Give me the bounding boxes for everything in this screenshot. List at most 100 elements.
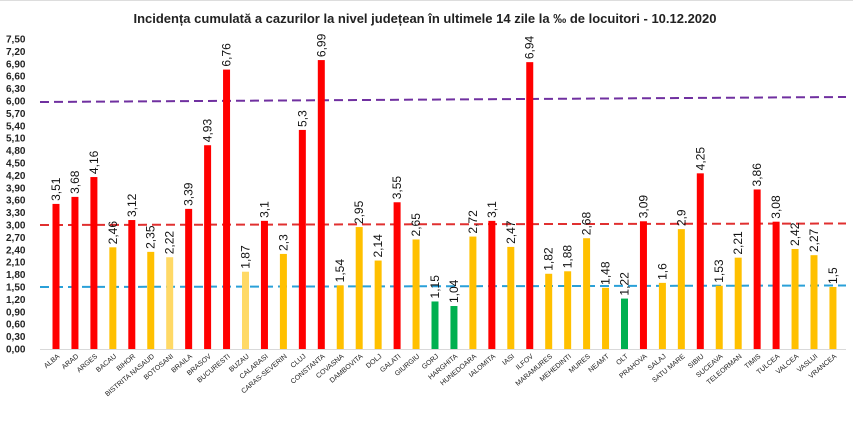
bar-mures: [583, 238, 591, 349]
chart-title: Incidența cumulată a cazurilor la nivel …: [133, 11, 716, 26]
bar-bihor: [128, 220, 136, 349]
value-label: 1,82: [542, 247, 556, 271]
y-axis: 0,00 0,300,60 0,901,201,50 1,802,10 2,402,70…: [6, 35, 846, 356]
y-tick-label: 0,00: [6, 345, 26, 356]
x-tick-label: TELEORMAN: [706, 353, 744, 386]
value-label: 3,68: [68, 170, 82, 194]
bar-cluj: [298, 129, 306, 349]
value-label: 1,53: [712, 259, 726, 283]
y-tick-label: 1,50: [6, 283, 26, 294]
value-label: 2,65: [409, 213, 423, 237]
y-tick-label: 5,10: [6, 134, 26, 145]
y-tick-label: 0,30: [6, 332, 26, 343]
y-tick-label: 0,90: [6, 307, 26, 318]
value-label: 1,6: [655, 263, 669, 280]
y-tick-label: 2,10: [6, 258, 26, 269]
bar-galati: [393, 202, 401, 349]
bar-arges: [90, 177, 98, 349]
y-tick-label: 2,70: [6, 233, 26, 244]
y-tick-label: 7,50: [6, 35, 26, 46]
bar-bacau: [109, 247, 117, 349]
bar-maramures: [545, 273, 553, 349]
value-label: 3,09: [636, 195, 650, 219]
value-label: 1,87: [239, 245, 253, 269]
bar-suceava: [715, 285, 723, 349]
reference-line-3: [39, 222, 847, 226]
bar-prahova: [639, 221, 647, 349]
y-tick-label: 6,60: [6, 72, 26, 83]
y-tick-label: 7,20: [6, 47, 26, 58]
bar-valcea: [791, 248, 799, 349]
y-tick-label: 5,40: [6, 121, 26, 132]
y-tick-label: 3,60: [6, 196, 26, 207]
value-label: 1,54: [333, 259, 347, 283]
value-label: 1,88: [561, 245, 575, 269]
reference-lines: [39, 96, 847, 288]
x-tick-label: OLT: [615, 353, 630, 367]
bar-dambovita: [355, 227, 363, 349]
value-label: 6,99: [314, 33, 328, 57]
bar-alba: [52, 203, 60, 349]
y-tick-label: 6,30: [6, 84, 26, 95]
value-label: 3,51: [49, 177, 63, 201]
bar-ilfov: [526, 62, 534, 349]
value-label: 2,68: [580, 212, 594, 236]
reference-line-1.5: [39, 284, 847, 288]
bar-vaslui: [810, 255, 818, 349]
value-label: 2,21: [731, 231, 745, 255]
y-tick-label: 4,80: [6, 146, 26, 157]
bar-olt: [621, 298, 628, 349]
bar-covasna: [336, 285, 344, 349]
value-label: 1,5: [826, 267, 840, 284]
bar-harghita: [450, 306, 458, 349]
value-label: 2,46: [106, 221, 120, 245]
value-label: 1,48: [599, 261, 613, 285]
x-tick-label: NEAMT: [588, 353, 612, 375]
bar-giurgiu: [412, 239, 420, 349]
y-tick-label: 3,30: [6, 208, 26, 219]
bar-gorj: [431, 301, 439, 349]
value-label: 2,14: [371, 234, 385, 258]
value-label: 2,3: [276, 234, 290, 251]
value-label: 4,93: [201, 119, 215, 143]
bar-bucuresti: [223, 69, 231, 349]
value-label: 2,9: [674, 209, 688, 226]
bar-timis: [753, 189, 761, 349]
bar-dolj: [374, 260, 382, 349]
value-label: 1,15: [428, 275, 442, 299]
value-label: 1,04: [447, 279, 461, 303]
bar-buzau: [242, 271, 249, 349]
bar-botosani: [166, 257, 174, 349]
value-label: 2,22: [163, 231, 177, 255]
bar-satu-mare: [677, 229, 685, 349]
value-label: 6,94: [523, 35, 537, 59]
bar-bistrita-nasaud: [147, 251, 155, 349]
bar-ialomita: [488, 220, 496, 349]
y-tick-label: 3,90: [6, 183, 26, 194]
reference-line-6: [39, 96, 847, 103]
value-label: 3,12: [125, 193, 139, 217]
value-label: 4,16: [87, 150, 101, 174]
value-label: 3,08: [769, 195, 783, 219]
y-tick-label: 1,80: [6, 270, 26, 281]
bar-sibiu: [696, 173, 704, 349]
bar-calarasi: [260, 220, 268, 349]
y-tick-label: 1,20: [6, 295, 26, 306]
value-label: 2,95: [352, 200, 366, 224]
y-tick-label: 0,60: [6, 320, 26, 331]
x-tick-label: ALBA: [43, 353, 61, 370]
y-tick-label: 6,90: [6, 59, 26, 70]
value-label: 2,35: [144, 225, 158, 249]
bar-iasi: [507, 246, 515, 349]
bar-teleorman: [734, 257, 742, 349]
value-label: 2,27: [807, 228, 821, 252]
bar-salaj: [658, 282, 666, 349]
value-labels: 3,51 3,68 4,16 2,46 3,12 2,35 2,22 3,39 4,93 6,76…: [49, 33, 840, 303]
bar-neamt: [602, 287, 610, 349]
y-tick-label: 6,00: [6, 97, 26, 108]
value-label: 3,1: [257, 201, 271, 218]
bar-tulcea: [772, 221, 780, 349]
value-label: 3,39: [182, 182, 196, 206]
